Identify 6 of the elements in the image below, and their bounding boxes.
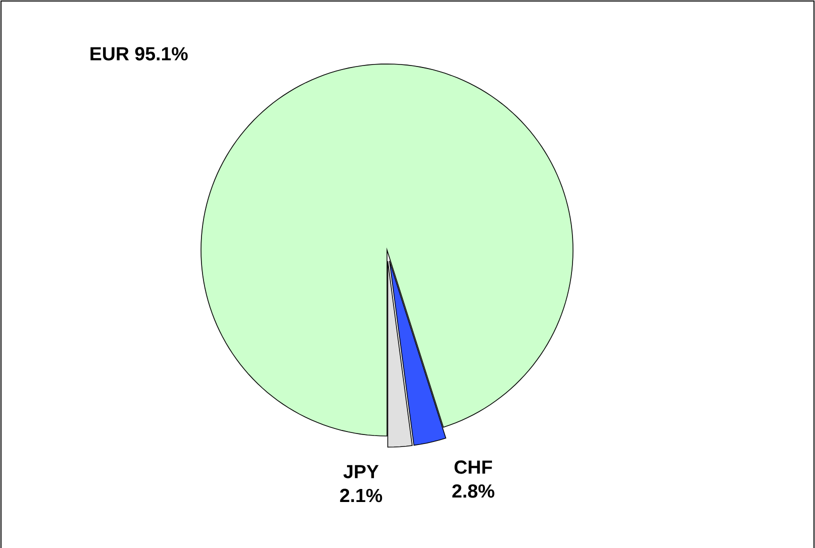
slice-label: EUR [90,47,129,60]
slice-label: JPY [343,464,379,478]
data-label: 95.1% [135,46,188,60]
slice-label: CHF [454,460,492,474]
data-label: 2.8% [452,484,494,498]
data-label: 2.1% [340,488,382,502]
